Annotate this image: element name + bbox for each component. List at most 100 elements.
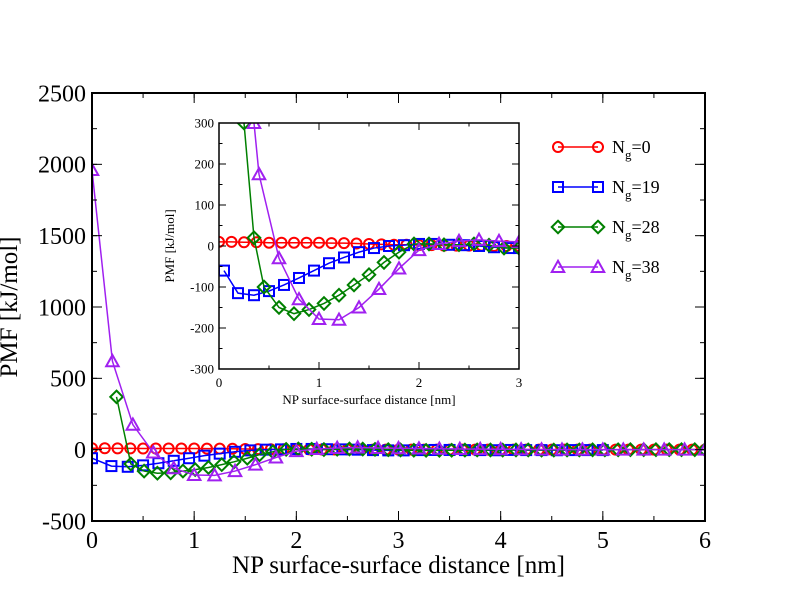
inset-point-ng-38 [471,231,487,246]
main-y-tick-label: 1500 [38,224,86,250]
main-point-ng-38 [329,439,346,454]
main-point-ng-28 [546,442,562,458]
inset-point-ng-0 [225,235,238,248]
main-point-ng-38 [656,441,673,456]
main-point-ng-38 [431,440,448,455]
inset-point-ng-28 [376,254,392,271]
legend-label-prefix: N [612,137,625,157]
legend-label-prefix: N [612,217,625,237]
main-y-tick-label: 1000 [38,295,86,321]
inset-point-ng-38 [391,260,407,275]
main-point-ng-19 [167,454,180,467]
main-point-ng-38 [370,439,387,454]
inset-point-ng-0 [300,236,313,249]
main-point-ng-38 [247,456,264,471]
main-point-ng-28 [251,446,268,463]
main-y-axis-title: PMF [kJ/mol] [0,236,23,377]
legend-label-ng-28: Ng=28 [612,217,660,242]
main-point-ng-0 [98,442,111,455]
inset-y-tick-label: 300 [195,116,215,131]
inset-point-ng-38 [311,310,327,325]
main-point-ng-38 [492,440,509,456]
inset-point-ng-28 [361,267,377,283]
inset-y-tick-label: -100 [190,280,214,295]
main-point-ng-38 [697,441,705,456]
inset-plot: 0 1 2 3 -300 -200 -100 0 100 200 300 NP surface-sur… [162,116,523,407]
legend-marker-ng-28 [550,219,566,235]
inset-point-ng-28 [286,305,302,322]
inset-y-tick-label: 0 [208,239,215,254]
inset-point-ng-0 [275,236,288,249]
main-point-ng-28 [571,442,587,458]
inset-x-tick-label: 3 [516,375,523,390]
main-point-ng-0 [92,442,98,455]
main-point-ng-28 [636,442,652,458]
inset-point-ng-38 [271,249,287,265]
inset-y-tick-label: 200 [195,157,215,172]
main-y-tick-label: 2000 [38,153,86,179]
legend-marker-ng-38 [550,258,566,273]
inset-point-ng-38 [451,232,467,248]
inset-point-ng-28 [236,123,252,131]
legend-label-suffix: =38 [632,257,660,277]
legend-item-ng-0: Ng=0 [552,137,651,162]
main-series-group [92,161,705,482]
main-point-ng-28 [697,442,705,458]
inset-y-axis-title: PMF [kJ/mol] [162,209,177,282]
main-point-ng-28 [469,442,485,458]
main-point-ng-28 [559,442,575,458]
legend-label-suffix: =0 [632,137,651,157]
main-y-tick-label: 0 [74,438,86,464]
inset-point-ng-28 [331,287,347,303]
legend-label-prefix: N [612,177,625,197]
inset-point-ng-0 [288,236,300,249]
main-point-ng-28 [136,463,152,479]
inset-point-ng-0 [350,237,363,250]
main-point-ng-28 [278,441,294,458]
inset-point-ng-28 [271,299,287,316]
main-point-ng-28 [661,442,677,458]
main-point-ng-38 [472,440,489,456]
inset-point-ng-28 [346,277,362,293]
inset-point-ng-19 [368,242,380,255]
main-y-tick-label: 500 [50,367,86,393]
inset-point-ng-0 [313,236,325,249]
main-point-ng-38 [635,441,652,456]
main-point-ng-38 [104,352,121,368]
main-x-tick-label: 5 [597,528,609,554]
inset-y-tick-label: -200 [190,321,214,336]
inset-series-line-ng-38 [253,123,519,321]
inset-x-tick-label: 1 [316,375,323,390]
inset-series-group [219,123,519,326]
main-point-ng-28 [584,442,601,458]
inset-point-ng-28 [421,236,437,252]
inset-point-ng-28 [316,295,332,312]
inset-point-ng-28 [466,236,482,252]
main-point-ng-28 [214,456,230,473]
legend-marker-ng-28 [590,219,606,235]
inset-point-ng-28 [301,301,317,318]
inset-point-ng-38 [511,233,519,248]
main-x-tick-label: 3 [393,528,405,554]
main-point-ng-28 [239,450,255,466]
inset-point-ng-19 [383,240,395,252]
main-point-ng-28 [533,442,550,458]
legend-label-ng-38: Ng=38 [612,257,660,282]
main-point-ng-38 [186,466,203,482]
inset-point-ng-38 [251,165,267,181]
inset-point-ng-38 [491,232,507,248]
main-x-tick-label: 0 [86,528,98,554]
main-point-ng-28 [187,461,203,478]
inset-point-ng-28 [406,236,422,252]
inset-point-ng-28 [246,230,262,246]
inset-point-ng-19 [232,287,244,300]
main-point-ng-28 [457,442,473,458]
main-point-ng-0 [124,442,137,455]
main-point-ng-38 [288,442,305,458]
main-x-tick-label: 1 [188,528,200,554]
main-x-tick-label: 2 [290,528,302,554]
inset-point-ng-38 [246,123,262,129]
inset-point-ng-19 [293,271,305,284]
